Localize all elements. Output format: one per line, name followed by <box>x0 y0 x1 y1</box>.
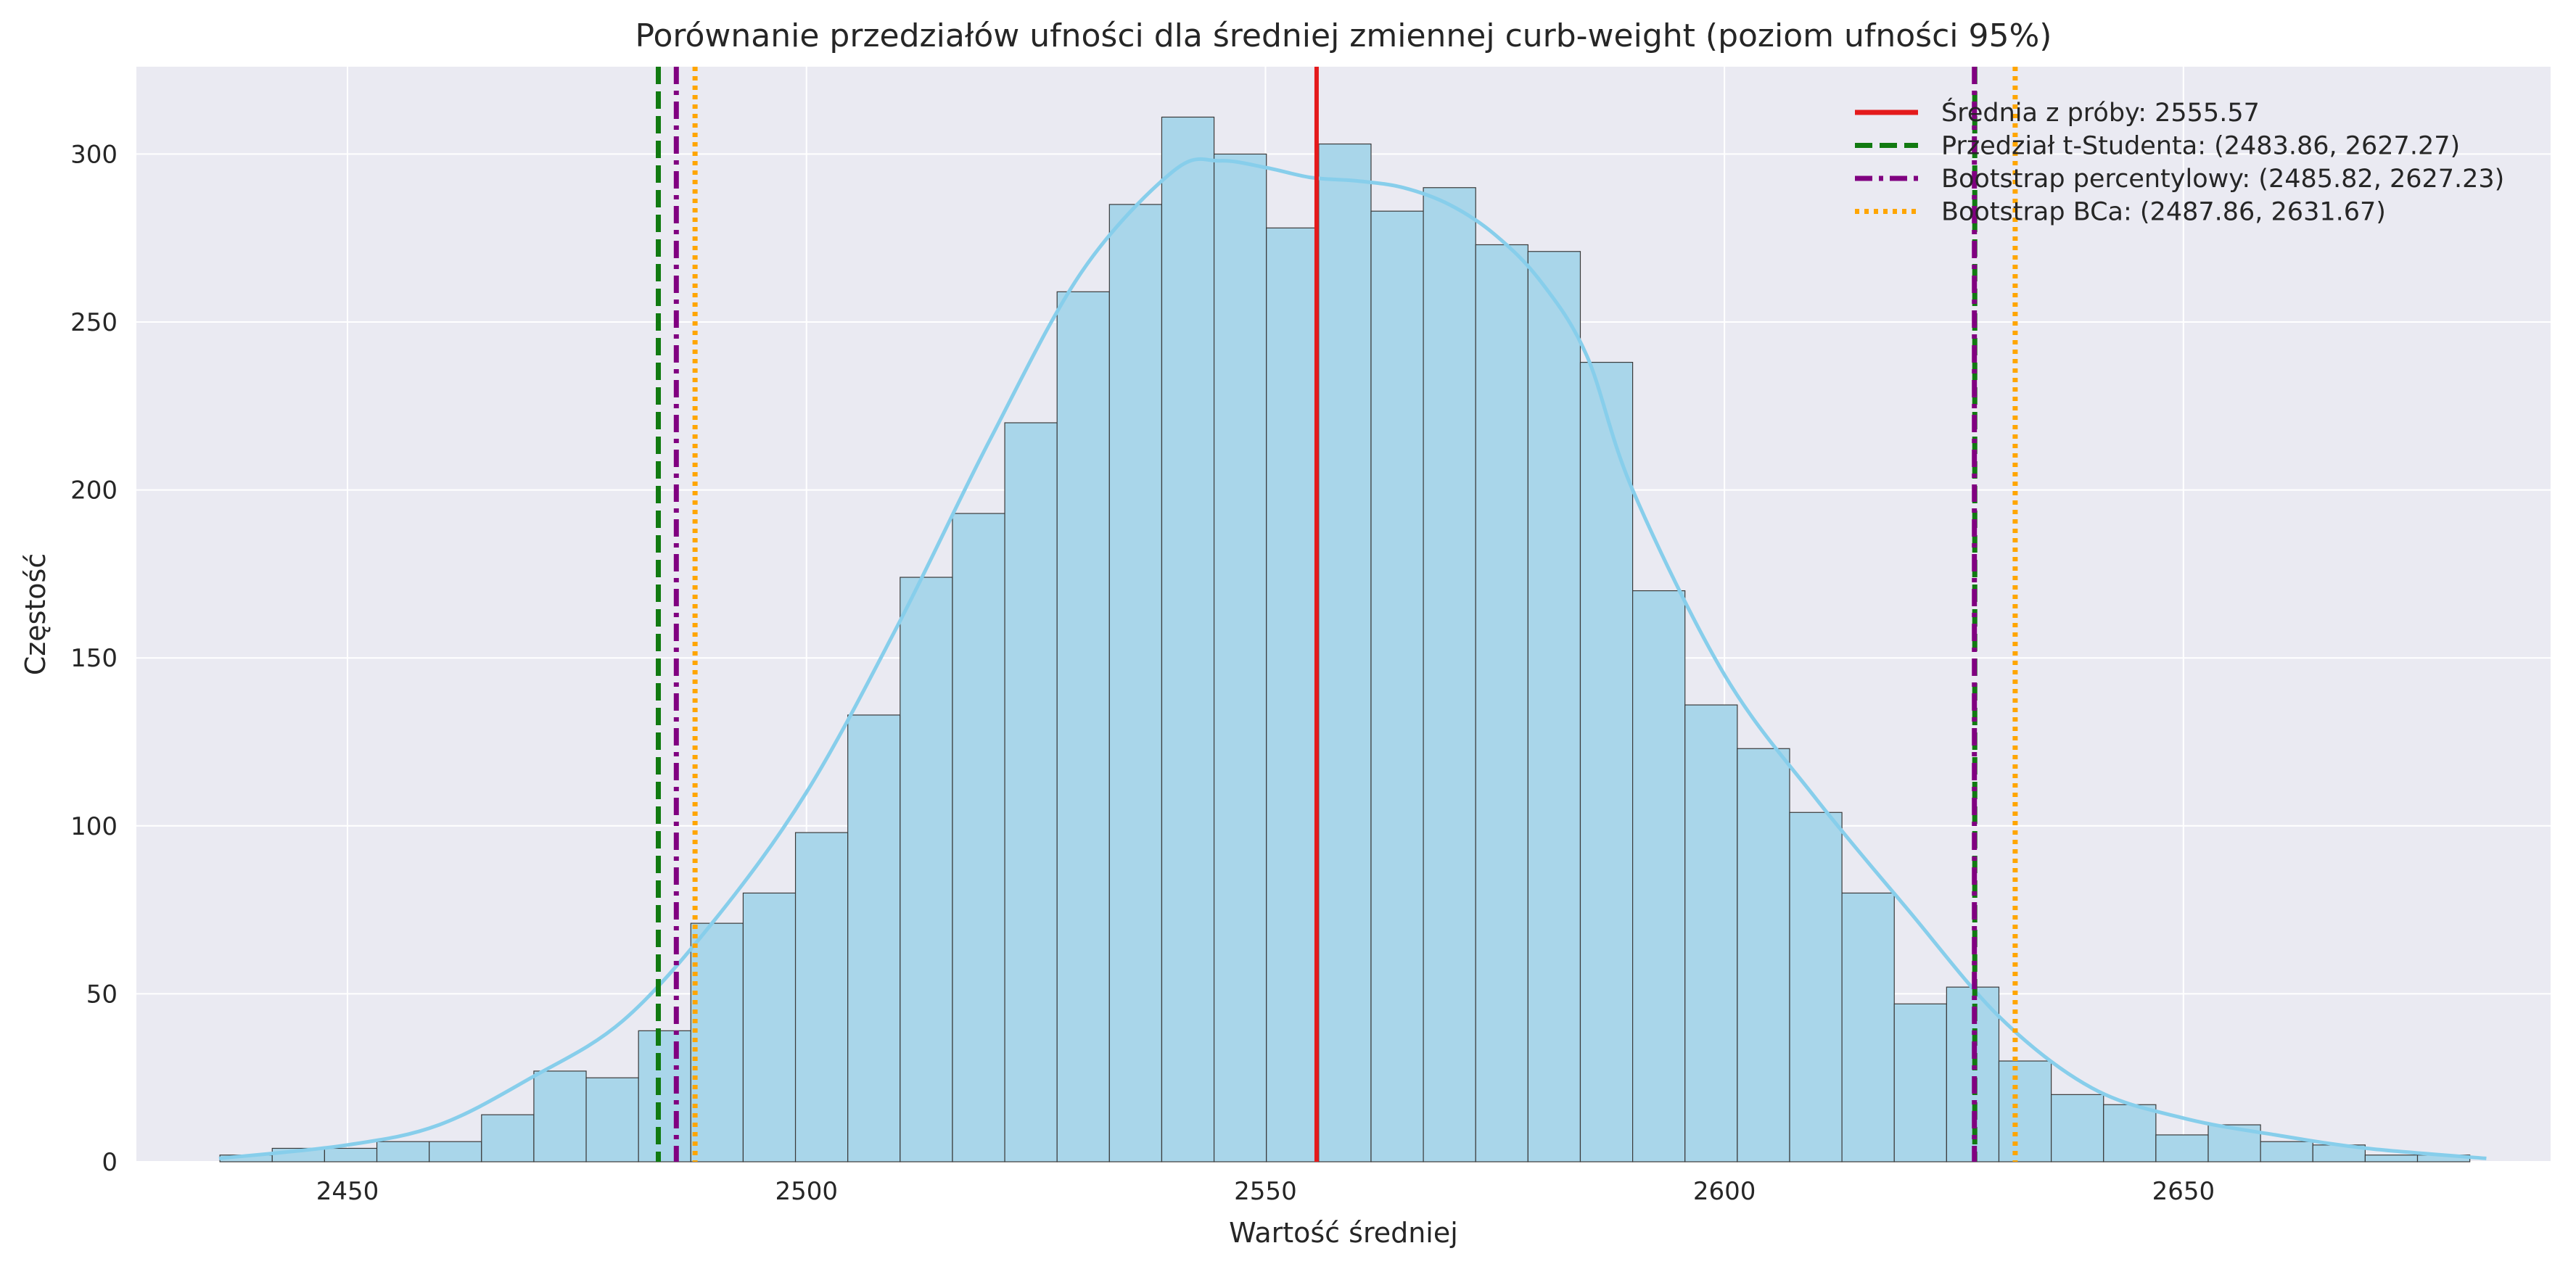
legend: Średnia z próby: 2555.57 Przedział t-Stud… <box>1855 97 2504 227</box>
histogram-bar <box>1004 422 1058 1162</box>
y-tick-label: 150 <box>70 644 118 673</box>
histogram-bar <box>1423 187 1476 1162</box>
histogram-bar <box>1893 1003 1947 1162</box>
x-tick-label: 2600 <box>1693 1177 1756 1206</box>
histogram-bar <box>1370 210 1424 1162</box>
histogram-bar <box>2260 1141 2313 1162</box>
histogram-bar <box>1213 153 1267 1162</box>
histogram-bars <box>219 116 2471 1162</box>
histogram-bar <box>1108 204 1163 1162</box>
histogram-bar <box>1632 590 1686 1162</box>
histogram-bar <box>1527 251 1581 1162</box>
y-tick-label: 200 <box>70 476 118 505</box>
x-tick-label: 2650 <box>2152 1177 2215 1206</box>
histogram-bar <box>2364 1155 2419 1162</box>
histogram-bar <box>1789 811 1843 1162</box>
legend-label-2: Bootstrap percentylowy: (2485.82, 2627.2… <box>1941 165 2504 194</box>
y-tick-label: 250 <box>70 308 118 337</box>
chart-title: Porównanie przedziałów ufności dla średn… <box>635 17 2052 54</box>
tick-labels: 2450 2500 2550 2600 2650 0 50 100 150 200 250 300 <box>70 140 2215 1206</box>
interval-lines <box>656 67 2018 1162</box>
histogram-bar <box>376 1141 430 1162</box>
histogram-bar <box>742 892 797 1162</box>
histogram-bar <box>1841 892 1895 1162</box>
histogram-bar <box>324 1147 378 1162</box>
y-axis-label: Częstość <box>20 553 52 676</box>
histogram-bar <box>1737 748 1790 1162</box>
histogram-bar <box>900 577 953 1162</box>
x-tick-label: 2450 <box>316 1177 379 1206</box>
y-tick-label: 0 <box>102 1148 118 1177</box>
histogram-bar <box>1161 116 1215 1162</box>
histogram-bar <box>847 714 901 1162</box>
y-tick-label: 300 <box>70 140 118 169</box>
histogram-bar <box>690 922 744 1162</box>
legend-label-3: Bootstrap BCa: (2487.86, 2631.67) <box>1941 198 2386 227</box>
histogram-bar <box>2155 1134 2209 1162</box>
histogram-bar <box>952 513 1005 1162</box>
x-tick-label: 2550 <box>1234 1177 1297 1206</box>
histogram-bar <box>638 1030 691 1162</box>
histogram-bar <box>481 1114 535 1162</box>
histogram-bar <box>2051 1094 2104 1162</box>
y-tick-label: 50 <box>86 980 118 1009</box>
histogram-bar <box>1318 143 1372 1162</box>
histogram-bar <box>1684 704 1738 1162</box>
histogram-bar <box>794 832 849 1162</box>
x-axis-label: Wartość średniej <box>1229 1217 1458 1249</box>
histogram-bar <box>1475 244 1528 1162</box>
histogram-bar <box>585 1077 639 1162</box>
histogram-bar <box>429 1141 482 1162</box>
legend-label-1: Przedział t-Studenta: (2483.86, 2627.27) <box>1941 132 2460 161</box>
histogram-bar <box>2103 1104 2157 1162</box>
histogram-bar <box>1998 1060 2052 1162</box>
histogram-bar <box>1579 362 1634 1162</box>
legend-label-0: Średnia z próby: 2555.57 <box>1941 97 2260 128</box>
histogram-bar <box>1266 227 1320 1162</box>
histogram-bar <box>1056 291 1110 1162</box>
histogram-bar <box>533 1070 587 1162</box>
x-tick-label: 2500 <box>775 1177 838 1206</box>
y-tick-label: 100 <box>70 812 118 841</box>
